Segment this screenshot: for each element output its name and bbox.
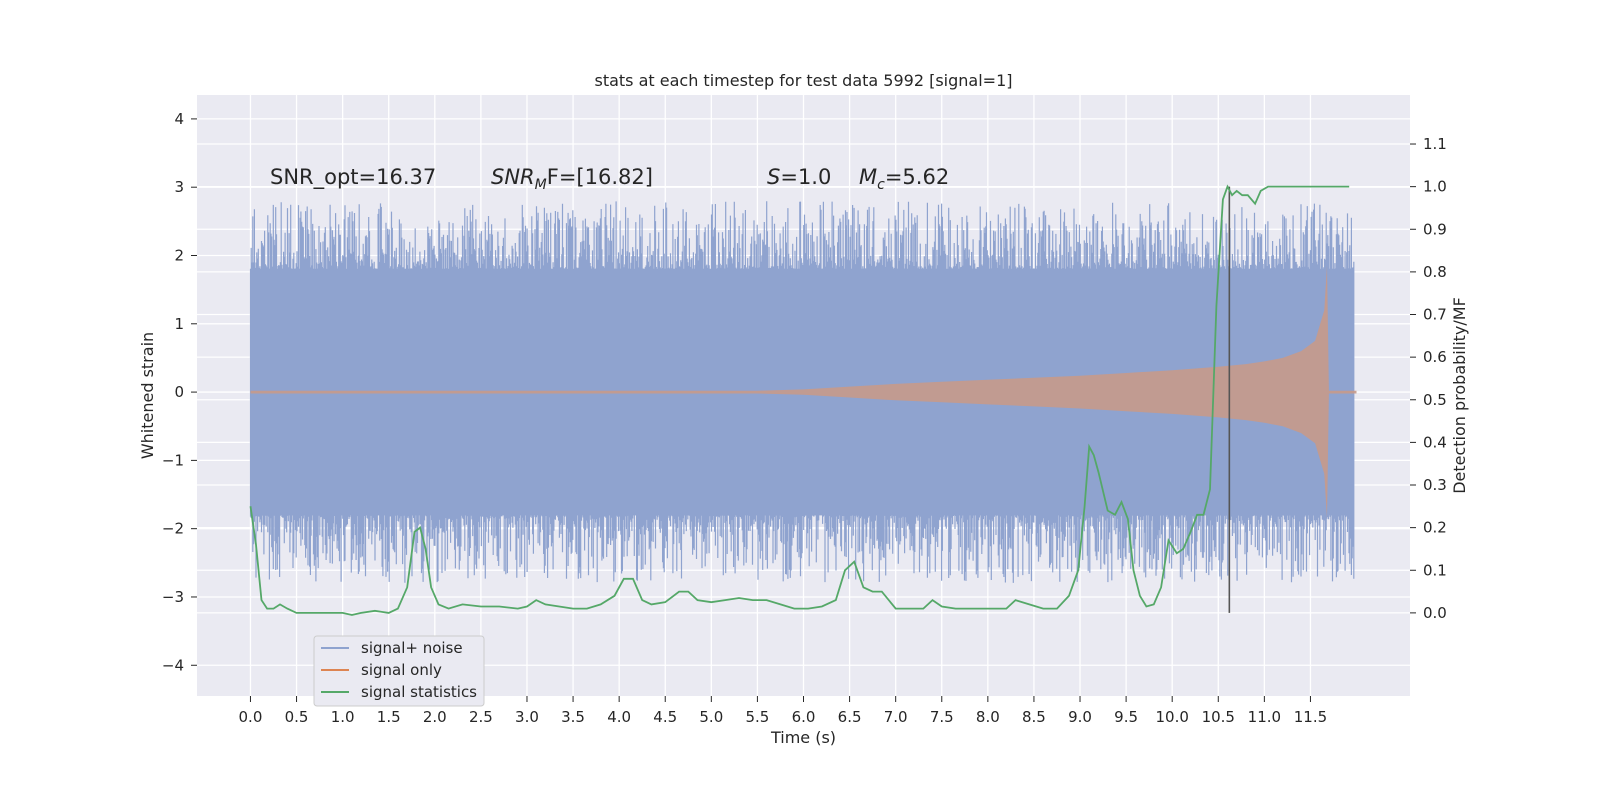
s-value: =1.0 bbox=[780, 165, 831, 189]
snr-opt-annotation: SNR_opt=16.37 bbox=[270, 165, 436, 190]
legend-label: signal only bbox=[361, 661, 442, 679]
x-tick-label: 1.0 bbox=[331, 708, 355, 726]
mc-value: =5.62 bbox=[885, 165, 949, 189]
snr-mf-value: F=[16.82] bbox=[547, 165, 653, 189]
x-tick-label: 8.5 bbox=[1022, 708, 1046, 726]
x-tick-label: 0.5 bbox=[285, 708, 309, 726]
x-tick-label: 11.5 bbox=[1294, 708, 1327, 726]
y2-tick-label: 0.3 bbox=[1423, 476, 1447, 494]
x-tick-label: 3.0 bbox=[515, 708, 539, 726]
x-tick-label: 2.0 bbox=[423, 708, 447, 726]
chart-title: stats at each timestep for test data 599… bbox=[594, 71, 1012, 90]
x-tick-label: 7.0 bbox=[884, 708, 908, 726]
x-tick-label: 2.5 bbox=[469, 708, 493, 726]
x-tick-label: 6.5 bbox=[838, 708, 862, 726]
y-tick-label: −1 bbox=[162, 451, 184, 469]
legend-label: signal statistics bbox=[361, 683, 477, 701]
y-tick-label: −3 bbox=[162, 588, 184, 606]
signal-only-series bbox=[250, 265, 1357, 519]
x-tick-label: 4.0 bbox=[607, 708, 631, 726]
y2-tick-label: 0.0 bbox=[1423, 604, 1447, 622]
snr-mf-annotation: SNRMF=[16.82] bbox=[491, 165, 653, 193]
legend-label: signal+ noise bbox=[361, 639, 463, 657]
y-tick-label: 4 bbox=[174, 110, 184, 128]
mc-symbol: M bbox=[859, 165, 877, 189]
y2-tick-label: 0.2 bbox=[1423, 519, 1447, 537]
x-tick-label: 10.5 bbox=[1202, 708, 1235, 726]
y2-tick-label: 0.9 bbox=[1423, 220, 1447, 238]
snr-mf-base: SNR bbox=[491, 165, 535, 189]
x-tick-label: 6.0 bbox=[792, 708, 816, 726]
mc-subscript: c bbox=[877, 177, 885, 193]
x-tick-label: 1.5 bbox=[377, 708, 401, 726]
snr-mf-subscript: M bbox=[535, 177, 547, 193]
y-tick-label: 2 bbox=[174, 246, 184, 264]
y2-tick-label: 1.0 bbox=[1423, 178, 1447, 196]
y2-axis-label: Detection probability/MF bbox=[1450, 297, 1469, 494]
y2-tick-label: 0.6 bbox=[1423, 348, 1447, 366]
legend-box bbox=[313, 635, 485, 707]
y-tick-label: −2 bbox=[162, 520, 184, 538]
y2-tick-label: 0.7 bbox=[1423, 306, 1447, 324]
x-tick-label: 4.5 bbox=[653, 708, 677, 726]
y-tick-label: 0 bbox=[174, 383, 184, 401]
chirp-mass-annotation: Mc=5.62 bbox=[859, 165, 949, 193]
x-tick-label: 9.5 bbox=[1114, 708, 1138, 726]
y-axis-label: Whitened strain bbox=[138, 332, 157, 459]
x-tick-label: 0.0 bbox=[239, 708, 263, 726]
x-tick-label: 9.0 bbox=[1068, 708, 1092, 726]
y2-tick-label: 0.5 bbox=[1423, 391, 1447, 409]
x-tick-label: 8.0 bbox=[976, 708, 1000, 726]
x-tick-label: 5.5 bbox=[745, 708, 769, 726]
y2-tick-label: 1.1 bbox=[1423, 135, 1447, 153]
legend: signal+ noise signal only signal statistic… bbox=[313, 635, 485, 707]
signal-statistics-series bbox=[249, 184, 1350, 616]
x-axis-label: Time (s) bbox=[770, 728, 836, 747]
x-tick-label: 5.0 bbox=[699, 708, 723, 726]
x-tick-label: 7.5 bbox=[930, 708, 954, 726]
y2-tick-label: 0.4 bbox=[1423, 433, 1447, 451]
x-tick-label: 11.0 bbox=[1248, 708, 1281, 726]
y-tick-label: 1 bbox=[174, 315, 184, 333]
axis-ticks: 0.0 0.5 1.0 1.5 2.0 2.5 3.0 3.5 4.0 4.5 5.0 5.5 6.0 6… bbox=[162, 110, 1447, 726]
s-symbol: S bbox=[767, 165, 780, 189]
y-tick-label: −4 bbox=[162, 656, 184, 674]
x-tick-label: 10.0 bbox=[1155, 708, 1188, 726]
y-tick-label: 3 bbox=[174, 178, 184, 196]
y2-tick-label: 0.8 bbox=[1423, 263, 1447, 281]
s-annotation: S=1.0 bbox=[767, 165, 831, 189]
y2-tick-label: 0.1 bbox=[1423, 561, 1447, 579]
x-tick-label: 3.5 bbox=[561, 708, 585, 726]
